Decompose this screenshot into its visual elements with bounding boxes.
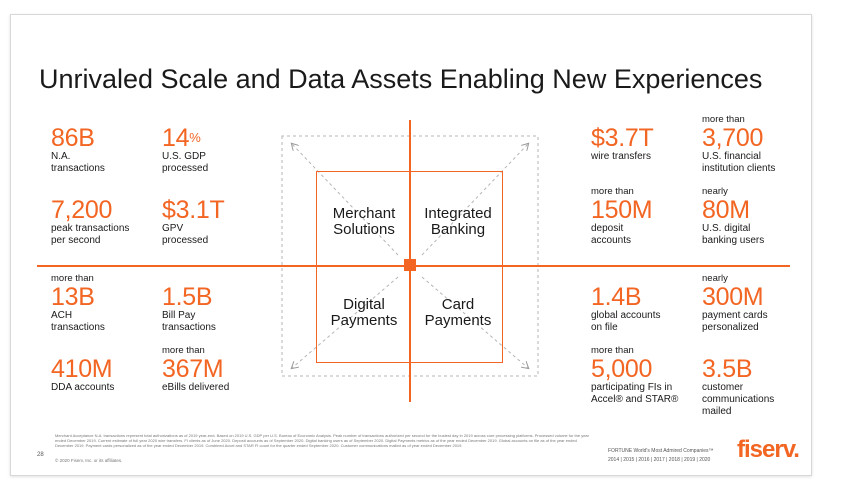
copyright: © 2020 Fiserv, Inc. or its affiliates.: [55, 458, 123, 463]
stat-dda-accounts: 410M DDA accounts: [51, 355, 115, 393]
page-number: 28: [37, 452, 44, 458]
fortune-badge: FORTUNE World's Most Admired Companies™: [608, 448, 714, 454]
slide-title: Unrivaled Scale and Data Assets Enabling…: [39, 64, 763, 94]
stat-wire-transfers: $3.7T wire transfers: [591, 124, 654, 162]
fiserv-logo: fiserv.: [737, 436, 800, 463]
slide: [10, 14, 812, 476]
quadrant-digital-payments: Digital Payments: [330, 296, 398, 329]
stat-bill-pay: 1.5B Bill Pay transactions: [162, 283, 216, 333]
stat-ebills: more than 367M eBills delivered: [162, 345, 230, 393]
center-square: [404, 259, 416, 271]
stat-gpv-processed: $3.1T GPV processed: [162, 196, 225, 246]
stat-deposit-accounts: more than 150M deposit accounts: [591, 186, 653, 246]
stat-na-transactions: 86B N.A. transactions: [51, 124, 105, 174]
stat-fi-clients: more than 3,700 U.S. financial instituti…: [702, 114, 776, 174]
quadrant-merchant-solutions: Merchant Solutions: [332, 205, 396, 238]
stat-global-accounts: 1.4B global accounts on file: [591, 283, 661, 333]
stat-participating-fis: more than 5,000 participating FIs in Acc…: [591, 345, 679, 405]
stat-peak-transactions: 7,200 peak transactions per second: [51, 196, 130, 246]
quadrant-integrated-banking: Integrated Banking: [424, 205, 492, 238]
stat-customer-communications: 3.5B customer communications mailed: [702, 355, 775, 417]
quadrant-card-payments: Card Payments: [424, 296, 492, 329]
stat-ach-transactions: more than 13B ACH transactions: [51, 273, 105, 333]
stat-gdp-processed: 14% U.S. GDP processed: [162, 124, 209, 174]
stat-digital-banking-users: nearly 80M U.S. digital banking users: [702, 186, 765, 246]
fortune-years: 2014 | 2015 | 2016 | 2017 | 2018 | 2019 …: [608, 457, 711, 463]
stat-payment-cards: nearly 300M payment cards personalized: [702, 273, 768, 333]
footnote: Merchant Acceptance N.A. transactions re…: [55, 433, 589, 448]
